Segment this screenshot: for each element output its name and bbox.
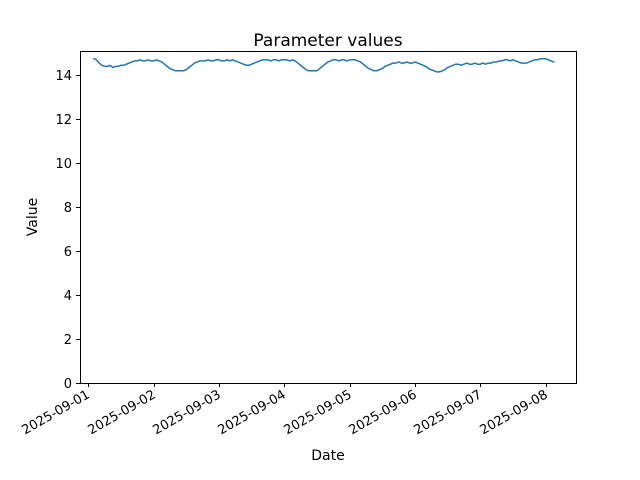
x-tick-label: 2025-09-03 xyxy=(151,387,224,438)
x-tick-label: 2025-09-04 xyxy=(216,387,289,438)
y-tick-label: 4 xyxy=(64,289,72,304)
data-line-parameter xyxy=(92,57,555,73)
x-tick-label: 2025-09-08 xyxy=(478,387,551,438)
y-tick-label: 8 xyxy=(64,201,72,216)
x-tick-label: 2025-09-01 xyxy=(20,387,93,438)
x-tick-label: 2025-09-05 xyxy=(282,387,355,438)
axes-spines xyxy=(80,51,577,384)
chart-title: Parameter values xyxy=(253,31,403,51)
x-tick-label: 2025-09-07 xyxy=(412,387,485,438)
x-tick-label: 2025-09-02 xyxy=(86,387,159,438)
y-tick-label: 6 xyxy=(64,245,72,260)
x-axis-label: Date xyxy=(311,448,345,464)
y-tick-label: 0 xyxy=(64,377,72,392)
x-tick-label: 2025-09-06 xyxy=(347,387,420,438)
y-tick-label: 14 xyxy=(55,69,72,84)
y-tick-label: 10 xyxy=(55,157,72,172)
y-tick-label: 12 xyxy=(55,113,72,128)
y-tick-label: 2 xyxy=(64,333,72,348)
